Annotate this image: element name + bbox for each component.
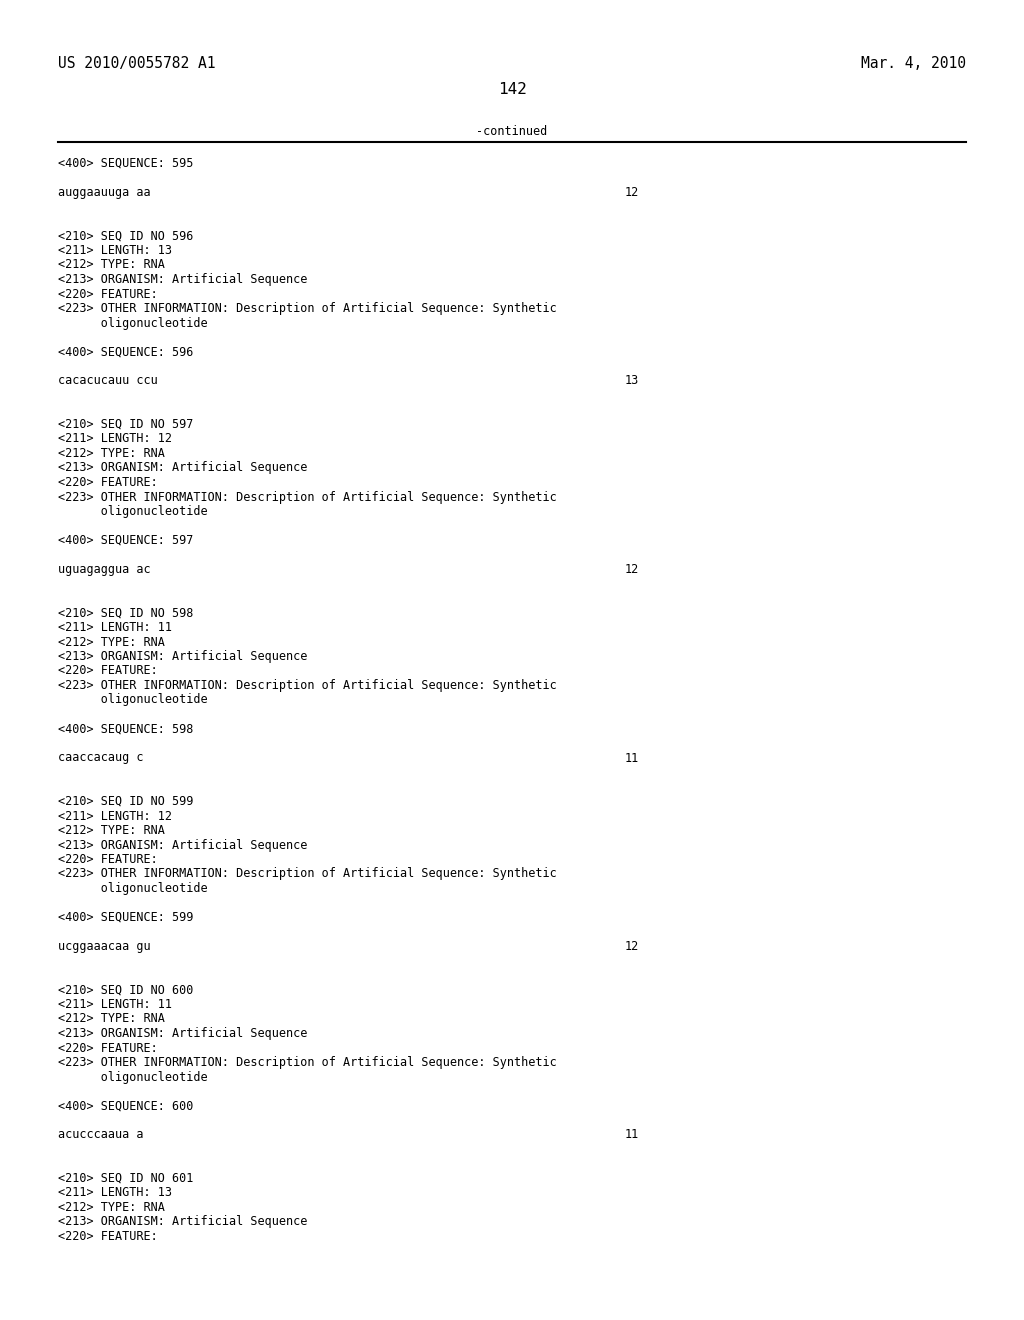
Text: <212> TYPE: RNA: <212> TYPE: RNA: [58, 1012, 165, 1026]
Text: <220> FEATURE:: <220> FEATURE:: [58, 1230, 158, 1243]
Text: US 2010/0055782 A1: US 2010/0055782 A1: [58, 55, 215, 71]
Text: uguagaggua ac: uguagaggua ac: [58, 564, 151, 576]
Text: <211> LENGTH: 13: <211> LENGTH: 13: [58, 244, 172, 257]
Text: <211> LENGTH: 13: <211> LENGTH: 13: [58, 1187, 172, 1200]
Text: 12: 12: [625, 186, 639, 199]
Text: 13: 13: [625, 375, 639, 388]
Text: <223> OTHER INFORMATION: Description of Artificial Sequence: Synthetic: <223> OTHER INFORMATION: Description of …: [58, 302, 557, 315]
Text: 142: 142: [498, 82, 526, 96]
Text: <213> ORGANISM: Artificial Sequence: <213> ORGANISM: Artificial Sequence: [58, 1027, 307, 1040]
Text: <211> LENGTH: 11: <211> LENGTH: 11: [58, 620, 172, 634]
Text: <220> FEATURE:: <220> FEATURE:: [58, 477, 158, 488]
Text: <223> OTHER INFORMATION: Description of Artificial Sequence: Synthetic: <223> OTHER INFORMATION: Description of …: [58, 1056, 557, 1069]
Text: <220> FEATURE:: <220> FEATURE:: [58, 1041, 158, 1055]
Text: 12: 12: [625, 940, 639, 953]
Text: <220> FEATURE:: <220> FEATURE:: [58, 853, 158, 866]
Text: 12: 12: [625, 564, 639, 576]
Text: <212> TYPE: RNA: <212> TYPE: RNA: [58, 447, 165, 459]
Text: oligonucleotide: oligonucleotide: [58, 693, 208, 706]
Text: <220> FEATURE:: <220> FEATURE:: [58, 288, 158, 301]
Text: <400> SEQUENCE: 597: <400> SEQUENCE: 597: [58, 535, 194, 546]
Text: <223> OTHER INFORMATION: Description of Artificial Sequence: Synthetic: <223> OTHER INFORMATION: Description of …: [58, 491, 557, 503]
Text: <400> SEQUENCE: 596: <400> SEQUENCE: 596: [58, 346, 194, 359]
Text: Mar. 4, 2010: Mar. 4, 2010: [861, 55, 966, 71]
Text: <220> FEATURE:: <220> FEATURE:: [58, 664, 158, 677]
Text: 11: 11: [625, 1129, 639, 1142]
Text: <211> LENGTH: 12: <211> LENGTH: 12: [58, 433, 172, 446]
Text: acucccaaua a: acucccaaua a: [58, 1129, 143, 1142]
Text: <213> ORGANISM: Artificial Sequence: <213> ORGANISM: Artificial Sequence: [58, 1216, 307, 1229]
Text: oligonucleotide: oligonucleotide: [58, 882, 208, 895]
Text: <213> ORGANISM: Artificial Sequence: <213> ORGANISM: Artificial Sequence: [58, 462, 307, 474]
Text: <212> TYPE: RNA: <212> TYPE: RNA: [58, 259, 165, 272]
Text: <210> SEQ ID NO 597: <210> SEQ ID NO 597: [58, 418, 194, 432]
Text: <213> ORGANISM: Artificial Sequence: <213> ORGANISM: Artificial Sequence: [58, 838, 307, 851]
Text: <210> SEQ ID NO 599: <210> SEQ ID NO 599: [58, 795, 194, 808]
Text: <212> TYPE: RNA: <212> TYPE: RNA: [58, 1201, 165, 1214]
Text: cacacucauu ccu: cacacucauu ccu: [58, 375, 158, 388]
Text: <400> SEQUENCE: 598: <400> SEQUENCE: 598: [58, 722, 194, 735]
Text: <210> SEQ ID NO 601: <210> SEQ ID NO 601: [58, 1172, 194, 1185]
Text: oligonucleotide: oligonucleotide: [58, 317, 208, 330]
Text: <211> LENGTH: 11: <211> LENGTH: 11: [58, 998, 172, 1011]
Text: <223> OTHER INFORMATION: Description of Artificial Sequence: Synthetic: <223> OTHER INFORMATION: Description of …: [58, 867, 557, 880]
Text: <210> SEQ ID NO 600: <210> SEQ ID NO 600: [58, 983, 194, 997]
Text: ucggaaacaa gu: ucggaaacaa gu: [58, 940, 151, 953]
Text: <400> SEQUENCE: 600: <400> SEQUENCE: 600: [58, 1100, 194, 1113]
Text: <212> TYPE: RNA: <212> TYPE: RNA: [58, 824, 165, 837]
Text: <210> SEQ ID NO 598: <210> SEQ ID NO 598: [58, 606, 194, 619]
Text: <213> ORGANISM: Artificial Sequence: <213> ORGANISM: Artificial Sequence: [58, 273, 307, 286]
Text: <211> LENGTH: 12: <211> LENGTH: 12: [58, 809, 172, 822]
Text: <212> TYPE: RNA: <212> TYPE: RNA: [58, 635, 165, 648]
Text: 11: 11: [625, 751, 639, 764]
Text: caaccacaug c: caaccacaug c: [58, 751, 143, 764]
Text: <400> SEQUENCE: 599: <400> SEQUENCE: 599: [58, 911, 194, 924]
Text: <210> SEQ ID NO 596: <210> SEQ ID NO 596: [58, 230, 194, 243]
Text: <213> ORGANISM: Artificial Sequence: <213> ORGANISM: Artificial Sequence: [58, 649, 307, 663]
Text: oligonucleotide: oligonucleotide: [58, 506, 208, 517]
Text: <400> SEQUENCE: 595: <400> SEQUENCE: 595: [58, 157, 194, 170]
Text: <223> OTHER INFORMATION: Description of Artificial Sequence: Synthetic: <223> OTHER INFORMATION: Description of …: [58, 678, 557, 692]
Text: -continued: -continued: [476, 125, 548, 139]
Text: auggaauuga aa: auggaauuga aa: [58, 186, 151, 199]
Text: oligonucleotide: oligonucleotide: [58, 1071, 208, 1084]
